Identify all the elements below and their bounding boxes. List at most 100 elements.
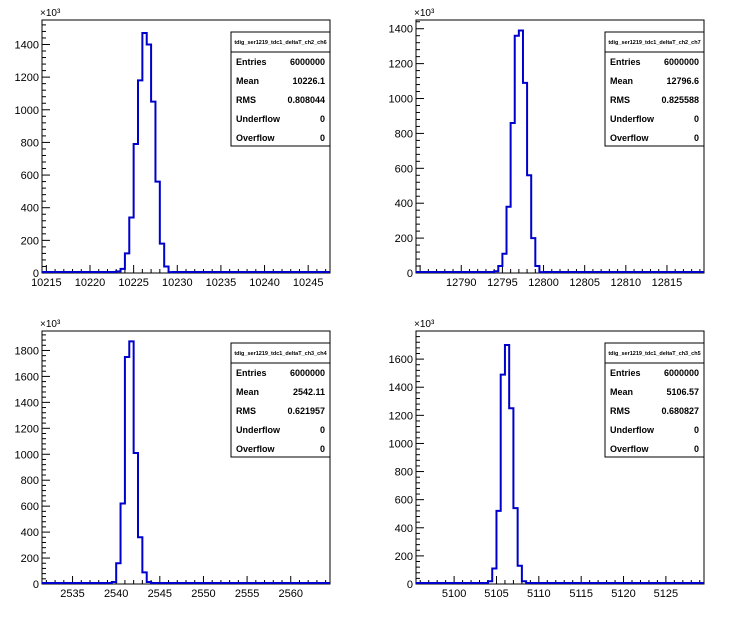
x-tick-label: 5125 <box>654 588 678 600</box>
stat-value: 2542.11 <box>293 387 325 397</box>
y-tick-label: 1400 <box>389 382 413 394</box>
stat-label: Entries <box>236 368 267 378</box>
stats-box: tdig_ser1219_tdc1_deltaT_ch2_ch6 Entries 6… <box>230 31 331 147</box>
stat-value: 0.825588 <box>661 95 699 105</box>
y-tick-label: 200 <box>395 551 413 563</box>
stat-label: Underflow <box>610 425 655 435</box>
y-tick-label: 400 <box>21 527 39 539</box>
stat-label: Entries <box>236 57 267 67</box>
y-tick-label: 600 <box>395 163 413 175</box>
stat-label: Mean <box>610 387 633 397</box>
y-tick-label: 1200 <box>389 59 413 71</box>
x-tick-label: 5120 <box>611 588 635 600</box>
stat-value: 5106.57 <box>666 387 699 397</box>
stat-value: 0 <box>694 444 699 454</box>
y-exponent-label: ×10³ <box>414 319 435 330</box>
stat-value: 6000000 <box>664 368 699 378</box>
stat-label: Entries <box>610 368 641 378</box>
stat-value: 6000000 <box>290 57 325 67</box>
y-exponent-label: ×10³ <box>40 8 61 19</box>
stats-box-frame <box>604 31 705 147</box>
x-tick-label: 10230 <box>162 277 193 289</box>
stat-label: Overflow <box>236 444 276 454</box>
x-tick-label: 12805 <box>569 277 600 289</box>
stat-label: RMS <box>236 406 256 416</box>
y-tick-label: 600 <box>21 501 39 513</box>
x-tick-label: 5105 <box>484 588 508 600</box>
y-tick-label: 800 <box>395 128 413 140</box>
stats-box: tdig_ser1219_tdc1_deltaT_ch3_ch4 Entries 6… <box>230 342 331 458</box>
x-tick-label: 5115 <box>569 588 593 600</box>
x-tick-label: 12790 <box>446 277 477 289</box>
x-tick-label: 12795 <box>487 277 518 289</box>
y-tick-label: 1000 <box>15 105 39 117</box>
x-tick-label: 2560 <box>278 588 302 600</box>
stats-title: tdig_ser1219_tdc1_deltaT_ch2_ch6 <box>234 40 326 46</box>
y-tick-label: 1000 <box>15 449 39 461</box>
y-tick-label: 400 <box>21 203 39 215</box>
stat-value: 0.680827 <box>661 406 699 416</box>
x-tick-label: 12815 <box>652 277 683 289</box>
y-tick-label: 800 <box>21 475 39 487</box>
x-tick-label: 2535 <box>60 588 84 600</box>
x-tick-label: 10235 <box>206 277 237 289</box>
y-tick-label: 1000 <box>389 94 413 106</box>
stat-label: Underflow <box>236 425 281 435</box>
y-tick-label: 0 <box>407 268 413 280</box>
y-tick-label: 400 <box>395 198 413 210</box>
histogram-panel-4: 5100 5105 5110 5115 5120 5125 0 200 400 600 800 100… <box>389 319 705 600</box>
stat-value: 0 <box>694 425 699 435</box>
stat-value: 0 <box>320 114 325 124</box>
stats-title: tdig_ser1219_tdc1_deltaT_ch3_ch5 <box>608 351 700 357</box>
stat-label: RMS <box>610 95 630 105</box>
histogram-panel-1: 10215 10220 10225 10230 10235 10240 10245 0 200 4… <box>15 8 331 289</box>
stat-value: 10226.1 <box>292 76 325 86</box>
stat-value: 0 <box>694 114 699 124</box>
histogram-panel-2: 12790 12795 12800 12805 12810 12815 0 200 400 600… <box>389 8 705 289</box>
histogram-line <box>416 344 704 584</box>
stats-box: tdig_ser1219_tdc1_deltaT_ch3_ch5 Entries 6… <box>604 342 705 458</box>
stat-value: 0 <box>320 133 325 143</box>
x-tick-label: 12800 <box>528 277 559 289</box>
y-tick-label: 1200 <box>15 423 39 435</box>
stats-box-frame <box>230 31 331 147</box>
histogram-line <box>416 29 704 274</box>
stat-value: 0.621957 <box>287 406 325 416</box>
stat-label: Mean <box>236 387 259 397</box>
y-tick-label: 1400 <box>15 39 39 51</box>
x-tick-label: 2550 <box>191 588 215 600</box>
y-tick-label: 1400 <box>389 24 413 36</box>
y-tick-label: 200 <box>21 553 39 565</box>
stat-value: 0 <box>320 444 325 454</box>
stat-value: 12796.6 <box>666 76 699 86</box>
y-tick-label: 1200 <box>389 410 413 422</box>
y-tick-label: 600 <box>395 495 413 507</box>
stat-label: Overflow <box>610 444 650 454</box>
histogram-line <box>42 32 330 274</box>
y-tick-label: 1400 <box>15 397 39 409</box>
y-tick-label: 800 <box>21 137 39 149</box>
y-tick-label: 1000 <box>389 438 413 450</box>
x-tick-label: 10215 <box>31 277 62 289</box>
x-tick-label: 2540 <box>104 588 128 600</box>
stat-label: Entries <box>610 57 641 67</box>
y-tick-label: 0 <box>33 268 39 280</box>
y-tick-label: 800 <box>395 467 413 479</box>
x-tick-label: 10245 <box>293 277 324 289</box>
stats-box: tdig_ser1219_tdc1_deltaT_ch2_ch7 Entries 6… <box>604 31 705 147</box>
x-tick-label: 10220 <box>75 277 106 289</box>
y-exponent-label: ×10³ <box>414 8 435 19</box>
stats-title: tdig_ser1219_tdc1_deltaT_ch2_ch7 <box>608 40 700 46</box>
stats-title: tdig_ser1219_tdc1_deltaT_ch3_ch4 <box>234 351 327 357</box>
y-tick-label: 1800 <box>15 345 39 357</box>
x-tick-label: 12810 <box>611 277 642 289</box>
stat-label: Overflow <box>610 133 650 143</box>
stat-value: 0 <box>320 425 325 435</box>
stats-box-frame <box>230 342 331 458</box>
y-tick-label: 1600 <box>15 371 39 383</box>
y-tick-label: 1600 <box>389 354 413 366</box>
y-tick-label: 200 <box>395 233 413 245</box>
x-tick-label: 10225 <box>118 277 149 289</box>
stat-label: RMS <box>236 95 256 105</box>
stat-label: Mean <box>236 76 259 86</box>
